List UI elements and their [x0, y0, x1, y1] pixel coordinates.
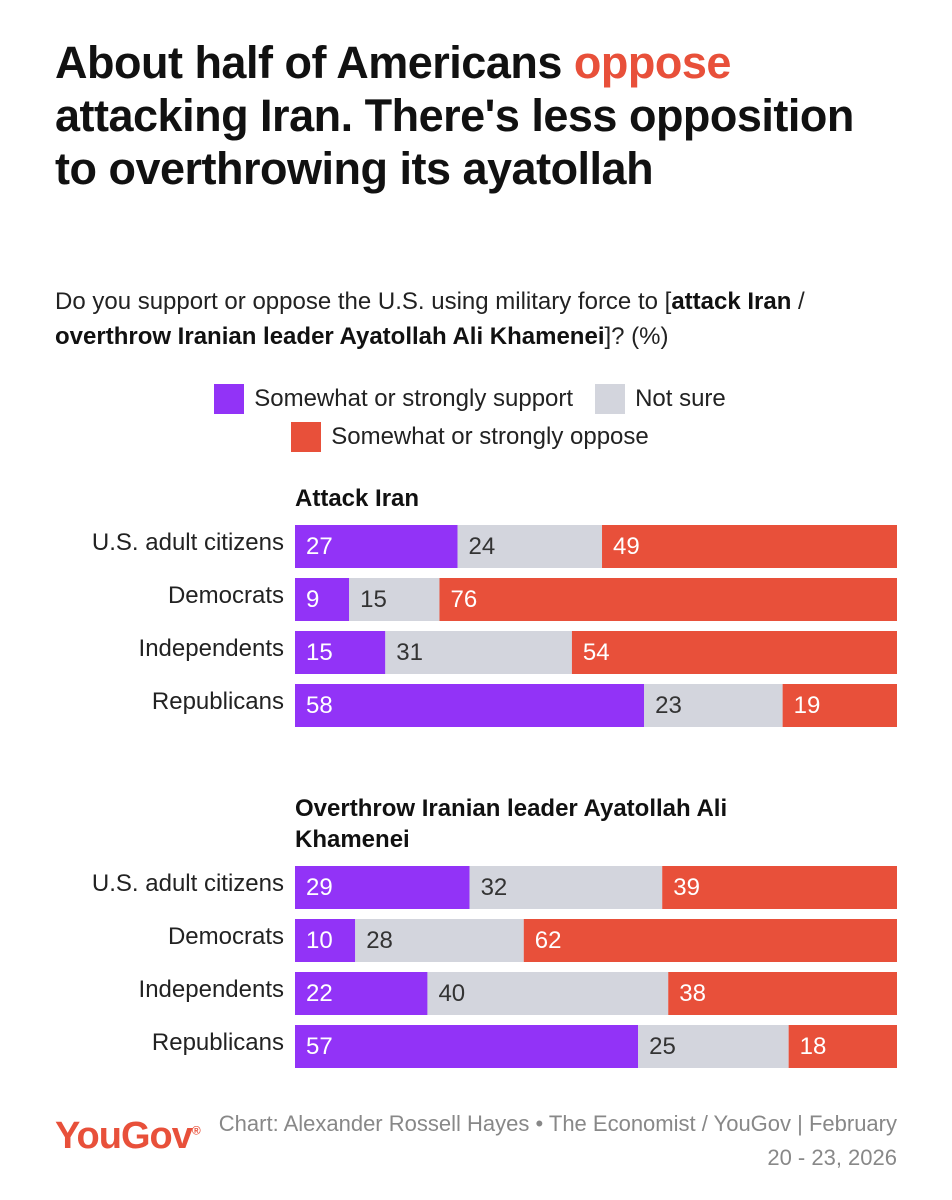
source-note: Chart: Alexander Rossell Hayes • The Eco…	[218, 1111, 897, 1170]
bar-segment	[638, 1025, 789, 1068]
value-label: 18	[800, 1033, 827, 1060]
value-label: 39	[673, 874, 700, 901]
category-label: U.S. adult citizens	[91, 529, 284, 556]
logo: YouGov®	[55, 1115, 201, 1157]
bar-segment	[295, 1025, 639, 1068]
value-label: 15	[360, 586, 387, 613]
chart-subtitle: Do you support or oppose the U.S. using …	[55, 284, 885, 354]
subtitle-part: /	[791, 288, 805, 315]
category-label: Democrats	[167, 923, 284, 950]
panel-title: Attack Iran	[295, 485, 420, 512]
bar-segment	[782, 684, 897, 727]
category-label: Republicans	[151, 688, 284, 715]
bar-segment	[349, 578, 440, 621]
title-part: About half of Americans	[55, 37, 574, 88]
bar-segment	[295, 684, 645, 727]
legend-swatch	[291, 422, 322, 452]
chart-title: About half of Americans oppose attacking…	[55, 36, 855, 195]
subtitle-part: ]? (%)	[604, 323, 669, 350]
value-label: 54	[583, 639, 610, 666]
category-label: Democrats	[167, 582, 284, 609]
value-label: 49	[613, 533, 640, 560]
bar-segment	[295, 866, 470, 909]
bar-segment	[457, 525, 603, 568]
value-label: 62	[535, 927, 562, 954]
bar-segment	[385, 631, 572, 674]
legend-item: Somewhat or strongly oppose	[291, 420, 649, 454]
value-label: 58	[306, 692, 333, 719]
value-label: 76	[450, 586, 477, 613]
bar-segment	[571, 631, 897, 674]
subtitle-part: Do you support or oppose the U.S. using …	[55, 288, 672, 315]
category-label: Republicans	[151, 1029, 284, 1056]
bar-segment	[644, 684, 783, 727]
legend-item: Somewhat or strongly support	[214, 382, 573, 416]
bar-segment	[788, 1025, 897, 1068]
value-label: 25	[649, 1033, 676, 1060]
category-label: Independents	[138, 635, 284, 662]
legend-label: Somewhat or strongly oppose	[331, 423, 649, 450]
value-label: 19	[794, 692, 821, 719]
bar-segment	[295, 631, 386, 674]
bar-segment	[295, 525, 458, 568]
value-label: 23	[655, 692, 682, 719]
bar-segment	[523, 919, 897, 962]
legend: Somewhat or strongly support Not sure Some…	[150, 382, 790, 454]
title-part: oppose	[573, 37, 732, 88]
value-label: 31	[396, 639, 423, 666]
legend-label: Somewhat or strongly support	[254, 385, 574, 412]
registered-mark: ®	[191, 1123, 201, 1138]
legend-item: Not sure	[595, 382, 726, 416]
bar-segment	[439, 578, 897, 621]
value-label: 22	[306, 980, 333, 1007]
bar-segment	[427, 972, 669, 1015]
category-label: U.S. adult citizens	[91, 870, 284, 897]
legend-swatch	[595, 384, 626, 414]
value-label: 40	[438, 980, 465, 1007]
bar-segment	[295, 972, 428, 1015]
value-label: 38	[679, 980, 706, 1007]
value-label: 24	[469, 533, 496, 560]
legend-label: Not sure	[635, 385, 726, 412]
value-label: 15	[306, 639, 333, 666]
subtitle-part: overthrow Iranian leader Ayatollah Ali K…	[55, 323, 605, 350]
bar-segment	[295, 919, 356, 962]
title-part: attacking Iran. There's less opposition …	[55, 90, 854, 194]
legend-swatch	[214, 384, 245, 414]
panel-title: Overthrow Iranian leader Ayatollah Ali K…	[295, 795, 728, 853]
plot: 27 24 49 9 15 76 15 31 54 58 23 19 29 32 39 10 28 62 22 40 3…	[295, 525, 897, 1068]
value-label: 10	[306, 927, 333, 954]
bar-segment	[602, 525, 897, 568]
value-label: 9	[306, 586, 319, 613]
bar-segment	[355, 919, 524, 962]
value-label: 32	[481, 874, 508, 901]
bar-segment	[469, 866, 663, 909]
value-label: 27	[306, 533, 333, 560]
bar-segment	[662, 866, 897, 909]
bar-segment	[668, 972, 897, 1015]
bar-segment	[295, 578, 350, 621]
value-label: 28	[366, 927, 393, 954]
category-label: Independents	[138, 976, 284, 1003]
subtitle-part: attack Iran	[671, 288, 792, 315]
value-label: 57	[306, 1033, 333, 1060]
value-label: 29	[306, 874, 333, 901]
